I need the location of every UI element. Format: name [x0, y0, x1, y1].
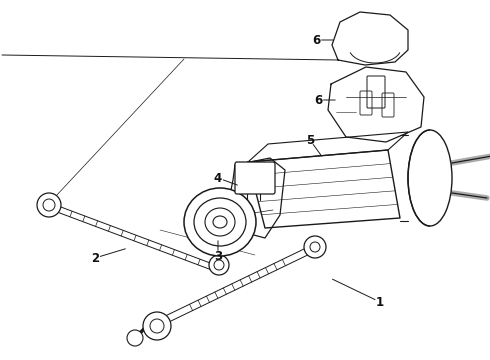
Text: 5: 5	[306, 134, 314, 147]
FancyBboxPatch shape	[235, 162, 275, 194]
Text: 2: 2	[91, 252, 99, 265]
Circle shape	[304, 236, 326, 258]
Ellipse shape	[213, 216, 227, 228]
Circle shape	[209, 255, 229, 275]
Text: 3: 3	[214, 249, 222, 262]
Ellipse shape	[184, 188, 256, 256]
Ellipse shape	[408, 130, 452, 226]
Ellipse shape	[194, 198, 246, 246]
Circle shape	[127, 330, 143, 346]
Text: 4: 4	[214, 171, 222, 185]
Circle shape	[143, 312, 171, 340]
Circle shape	[37, 193, 61, 217]
Text: 6: 6	[312, 33, 320, 46]
Circle shape	[150, 319, 164, 333]
Text: 6: 6	[314, 94, 322, 107]
Circle shape	[43, 199, 55, 211]
Circle shape	[214, 260, 224, 270]
Text: 1: 1	[376, 296, 384, 309]
Ellipse shape	[205, 208, 235, 236]
Circle shape	[310, 242, 320, 252]
